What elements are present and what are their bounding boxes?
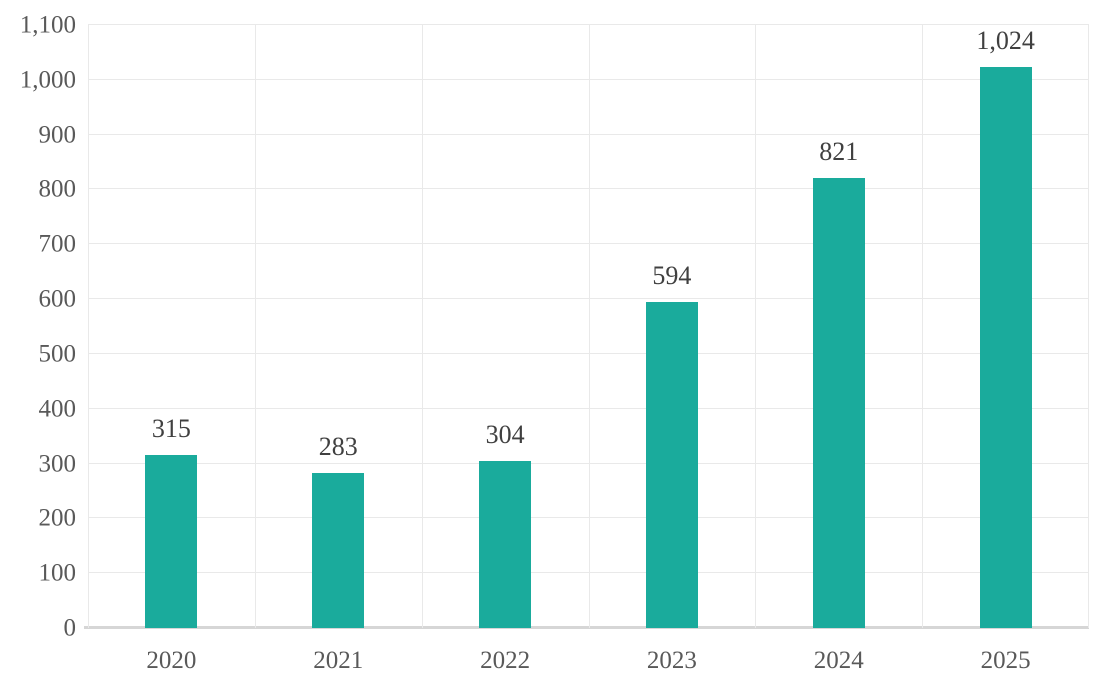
y-tick-label-300: 300 bbox=[38, 450, 77, 478]
y-tick-label-800: 800 bbox=[38, 175, 77, 203]
x-tick-label-2024: 2024 bbox=[813, 647, 864, 674]
plot-area: 315 283 304 594 821 1,024 bbox=[84, 24, 1089, 629]
x-tick-label-2023: 2023 bbox=[646, 647, 697, 674]
y-tick-label-700: 700 bbox=[38, 230, 77, 258]
x-tick-label-2021: 2021 bbox=[313, 647, 364, 674]
bar-2020 bbox=[145, 455, 198, 628]
x-tick-label-2025: 2025 bbox=[980, 647, 1031, 674]
y-tick-label-100: 100 bbox=[38, 559, 77, 587]
y-tick-label-900: 900 bbox=[38, 121, 77, 149]
vertical-gridline bbox=[922, 25, 924, 628]
y-tick-label-1000: 1,000 bbox=[19, 66, 76, 94]
data-label-2025: 1,024 bbox=[976, 25, 1035, 55]
bar-column-2021: 283 bbox=[255, 25, 422, 628]
bar-2021 bbox=[312, 472, 365, 628]
vertical-gridline bbox=[755, 25, 757, 628]
horizontal-gridline bbox=[88, 24, 1089, 25]
y-tick-label-0: 0 bbox=[63, 614, 77, 642]
bar-2023 bbox=[645, 302, 698, 628]
x-tick-label-2022: 2022 bbox=[480, 647, 531, 674]
y-tick-label-500: 500 bbox=[38, 340, 77, 368]
bar-column-2024: 821 bbox=[755, 25, 922, 628]
bar-column-2023: 594 bbox=[589, 25, 756, 628]
vertical-gridline bbox=[88, 25, 89, 628]
bar-column-2022: 304 bbox=[422, 25, 589, 628]
vertical-gridline bbox=[254, 25, 256, 628]
data-label-2021: 283 bbox=[318, 431, 358, 461]
vertical-gridline bbox=[421, 25, 423, 628]
y-tick-label-1100: 1,100 bbox=[19, 11, 76, 39]
bar-2025 bbox=[979, 66, 1032, 628]
y-tick-label-400: 400 bbox=[38, 395, 77, 423]
bar-2022 bbox=[479, 461, 532, 628]
bar-column-2020: 315 bbox=[88, 25, 255, 628]
data-label-2022: 304 bbox=[485, 420, 525, 450]
bar-column-2025: 1,024 bbox=[922, 25, 1089, 628]
vertical-gridline bbox=[588, 25, 590, 628]
x-tick-label-2020: 2020 bbox=[146, 647, 197, 674]
y-axis: 0 100 200 300 400 500 600 700 800 900 1,000 1,100 bbox=[0, 13, 77, 641]
data-label-2024: 821 bbox=[819, 136, 859, 166]
bar-2024 bbox=[812, 177, 865, 628]
vertical-gridline bbox=[1088, 25, 1089, 628]
x-axis-baseline bbox=[84, 626, 1089, 629]
x-axis: 2020 2021 2022 2023 2024 2025 bbox=[88, 646, 1089, 680]
y-tick-label-600: 600 bbox=[38, 285, 77, 313]
data-label-2023: 594 bbox=[652, 261, 692, 291]
data-label-2020: 315 bbox=[151, 414, 191, 444]
y-tick-label-200: 200 bbox=[38, 504, 77, 532]
